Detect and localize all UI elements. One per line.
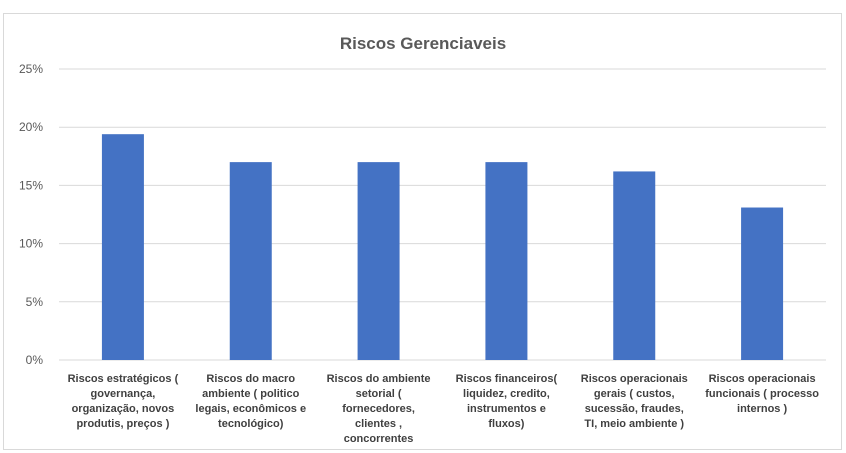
x-category-label: Riscos do macro ambiente ( politico legais… [195,373,306,430]
gridlines [59,68,826,361]
bar-chart: Riscos Gerenciaveis 0% 5% 10% 15% 20% 25% Ris… [19,34,826,445]
y-tick-label: 5% [26,295,44,309]
x-category-label: Riscos financeiros(liquidez, credito, ins… [456,373,558,430]
chart-title: Riscos Gerenciaveis [340,34,506,53]
chart-frame: Riscos Gerenciaveis 0% 5% 10% 15% 20% 25% Ris… [3,13,842,450]
bar [613,171,656,360]
y-tick-label: 10% [19,237,43,251]
y-axis-ticks: 0% 5% 10% 15% 20% 25% [19,62,43,367]
y-tick-label: 20% [19,120,43,134]
x-category-label: Riscos operacionais gerais ( custos, suces… [581,373,688,430]
bars [101,134,784,360]
x-category-label: Riscos operacionais funcionais ( processo… [705,373,819,415]
x-axis-labels: Riscos estratégicos (governança, organiza… [68,373,820,445]
bar [485,162,528,360]
y-tick-label: 15% [19,178,43,192]
bar [357,162,400,360]
y-tick-label: 0% [26,353,44,367]
x-category-label: Riscos do ambiente setorial (fornecedores… [327,373,431,445]
bar [741,207,784,360]
bar [229,162,272,360]
bar [101,134,144,360]
x-category-label: Riscos estratégicos (governança, organiza… [68,373,179,430]
y-tick-label: 25% [19,62,43,76]
